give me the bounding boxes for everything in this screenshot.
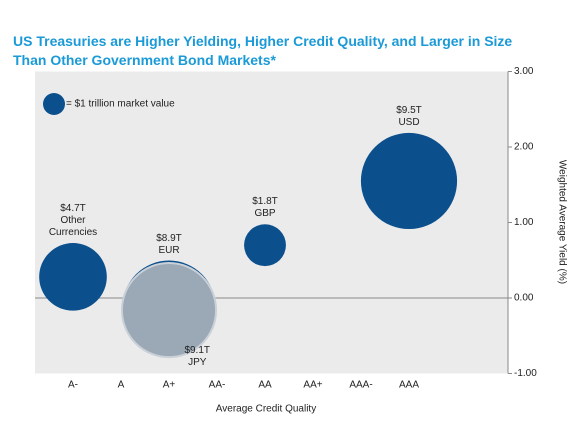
point-name: GBP (254, 208, 276, 220)
x-tick-label: AAA (399, 380, 419, 391)
data-label: $9.1T JPY (162, 345, 232, 369)
data-label: $1.8T GBP (230, 196, 300, 220)
point-name: USD (398, 116, 420, 128)
x-tick-label: A- (68, 380, 78, 391)
y-tick-label: 2.00 (514, 142, 534, 153)
x-tick-label: A+ (163, 380, 176, 391)
point-name: JPY (188, 357, 207, 369)
x-axis-label: Average Credit Quality (216, 404, 316, 415)
legend-text: = $1 trillion market value (66, 99, 175, 110)
y-tick-label: -1.00 (514, 368, 537, 379)
size-label: $9.5T (396, 104, 422, 116)
legend-bubble (43, 93, 65, 115)
bubble (39, 243, 107, 311)
data-label: $9.5T USD (374, 105, 444, 129)
y-tick-label: 0.00 (514, 293, 534, 304)
x-tick-label: AA+ (303, 380, 322, 391)
x-tick-label: AA- (209, 380, 226, 391)
size-label: $8.9T (156, 232, 182, 244)
bubble (120, 262, 218, 359)
point-name: Other Currencies (48, 215, 98, 239)
y-tick-label: 1.00 (514, 217, 534, 228)
y-axis-label: Weighted Average Yield (%) (556, 160, 567, 284)
point-name: EUR (158, 244, 180, 256)
y-tick-label: 3.00 (514, 66, 534, 77)
chart-title: US Treasuries are Higher Yielding, Highe… (13, 33, 513, 68)
x-tick-label: AA (258, 380, 272, 391)
size-label: $9.1T (184, 345, 211, 357)
size-label: $4.7T (60, 203, 86, 215)
data-label: $8.9T EUR (134, 233, 204, 257)
x-tick-label: AAA- (349, 380, 372, 391)
data-label: $4.7T Other Currencies (38, 203, 108, 239)
size-label: $1.8T (252, 196, 278, 208)
bubble (244, 224, 286, 267)
x-tick-label: A (118, 380, 125, 391)
bubble (360, 132, 458, 230)
